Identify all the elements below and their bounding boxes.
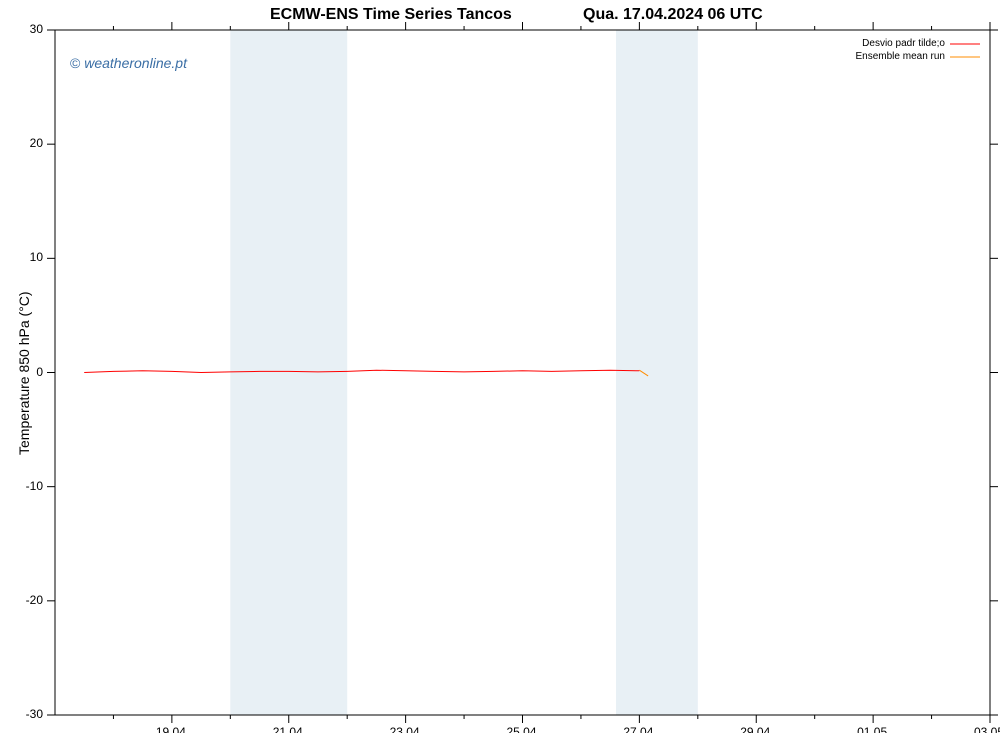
ytick-label: 10 [30,250,43,264]
shaded-band-0 [230,30,347,715]
ytick-label: -30 [26,707,43,721]
legend-label-1: Ensemble mean run [856,51,946,62]
xtick-label: 01.05 [857,725,887,733]
watermark-prefix: © [70,55,84,71]
xtick-label: 25.04 [507,725,537,733]
watermark-main: weatheronline.pt [84,55,187,71]
xtick-label: 29.04 [740,725,770,733]
xtick-label: 23.04 [390,725,420,733]
shaded-band-1 [616,30,698,715]
ytick-label: 20 [30,136,43,150]
ytick-label: -10 [26,479,43,493]
ytick-label: 30 [30,22,43,36]
xtick-label: 27.04 [623,725,653,733]
ytick-label: 0 [36,365,43,379]
plot-svg [0,0,1000,733]
chart-container: ECMW-ENS Time Series Tancos Qua. 17.04.2… [0,0,1000,733]
xtick-label: 21.04 [273,725,303,733]
xtick-label: 19.04 [156,725,186,733]
watermark: © weatheronline.pt [70,55,187,71]
ytick-label: -20 [26,593,43,607]
xtick-label: 03.05 [974,725,1000,733]
series-line-0 [84,370,639,372]
legend-label-0: Desvio padr tilde;o [862,38,945,49]
